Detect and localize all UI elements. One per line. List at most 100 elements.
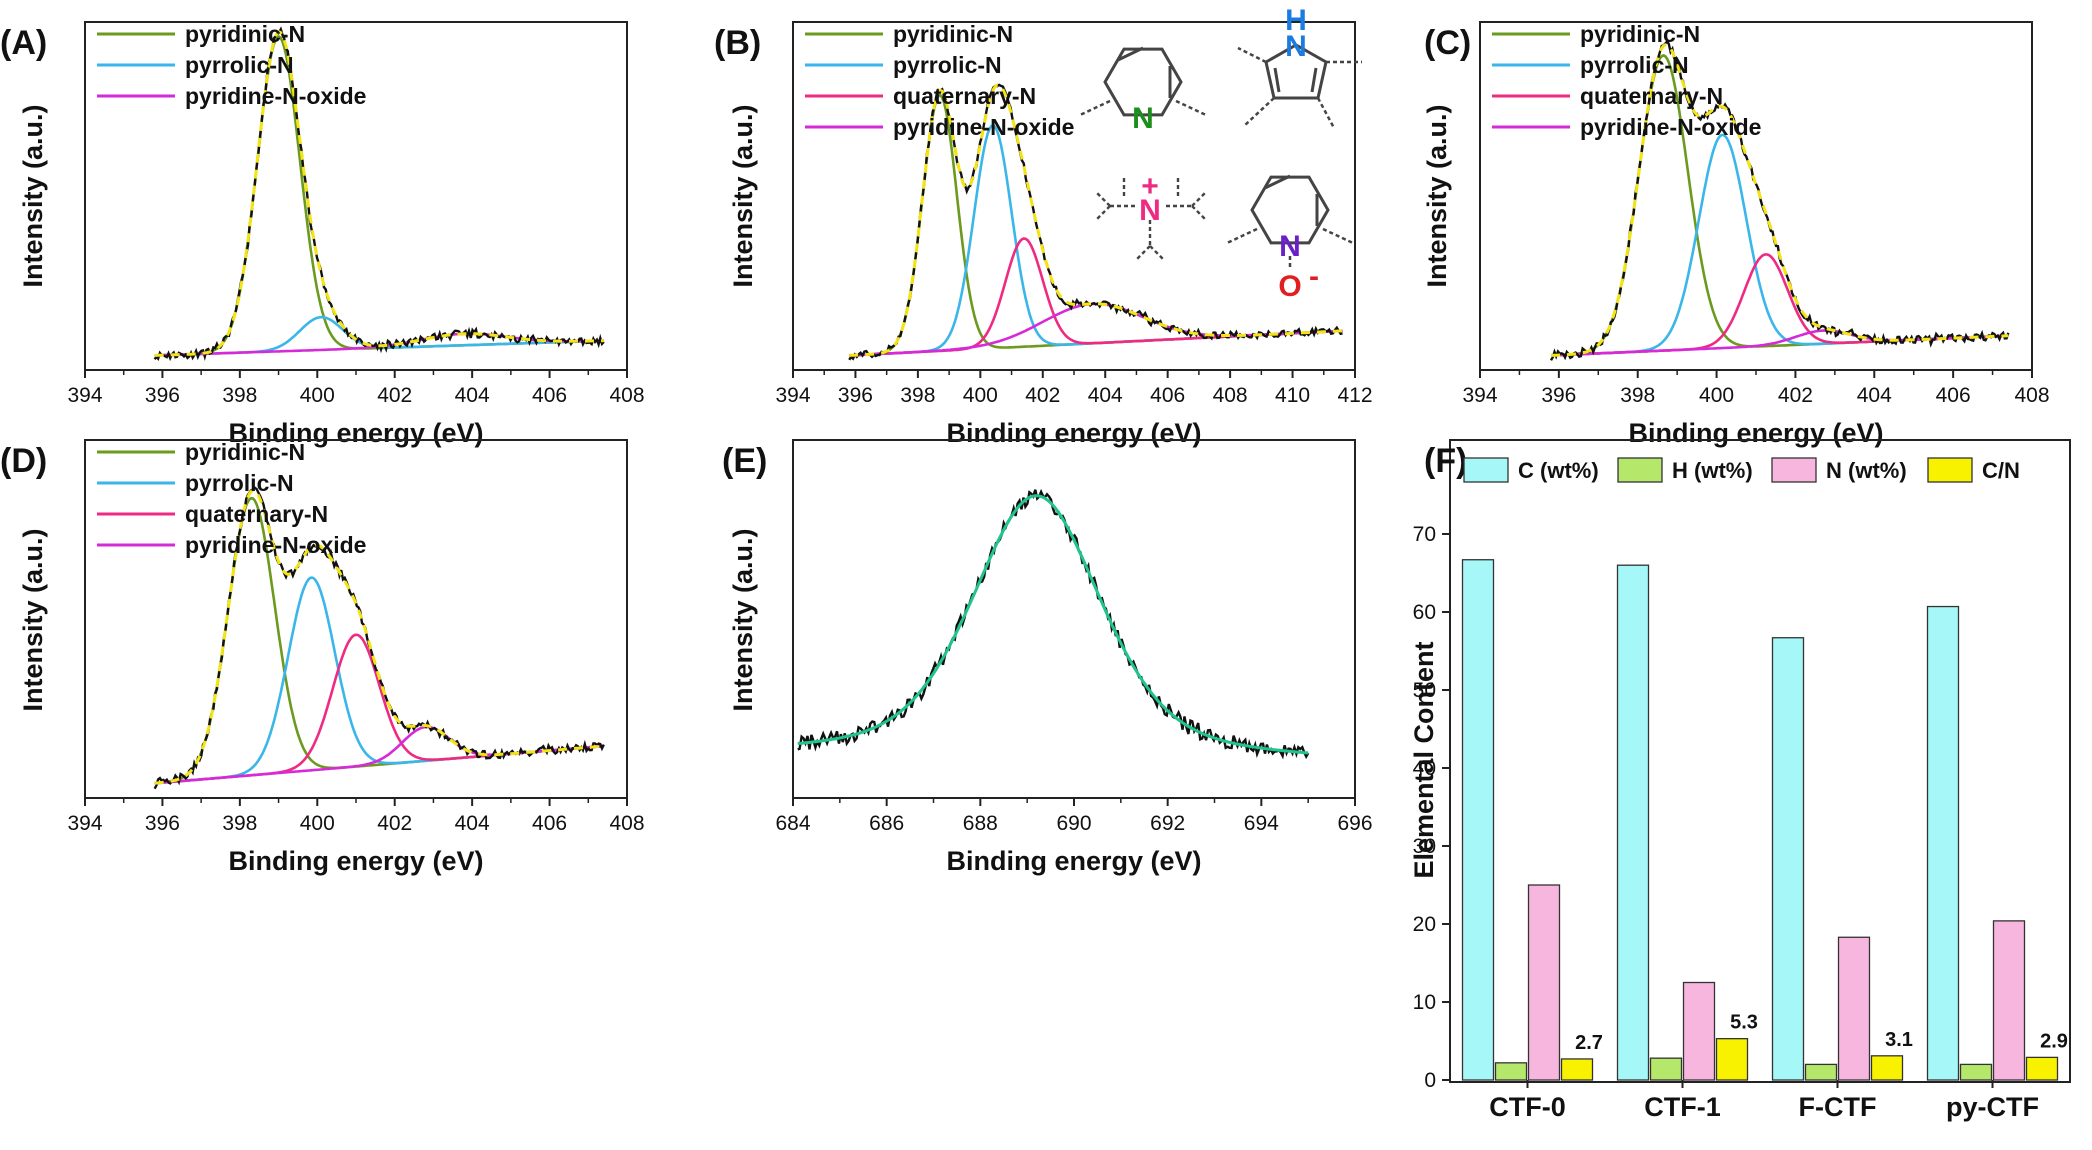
legend-entry: pyrrolic-N (1580, 52, 1689, 78)
n-oxide-substituents (1226, 227, 1354, 270)
y-axis-label: Intensity (a.u.) (1422, 104, 1452, 287)
data-label: 2.7 (1575, 1032, 1603, 1054)
x-tick-label: 406 (532, 384, 567, 407)
y-tick-label: 0 (1424, 1069, 1436, 1092)
y-tick-label: 30 (1413, 835, 1436, 858)
pyridine-ring (1103, 47, 1183, 117)
legend-entry: pyridinic-N (1580, 21, 1700, 47)
y-tick-label: 40 (1413, 757, 1436, 780)
data-label: 2.9 (2040, 1030, 2068, 1052)
x-tick-label: CTF-1 (1644, 1092, 1721, 1122)
legend-swatch (1927, 457, 1973, 483)
pyrrole-h-glyph: H (1285, 4, 1307, 37)
legend: pyridinic-N pyrrolic-N pyridine-N-oxide (97, 21, 366, 109)
x-tick-label: 686 (869, 812, 904, 835)
panel-label: (A) (0, 24, 47, 62)
pyrrole-nh-glyph: N (1285, 30, 1307, 63)
panel-d: 394 396 398 400 402 404 406 408 (D) Binding energ… (0, 439, 645, 876)
legend-entry: pyrrolic-N (185, 52, 294, 78)
n-oxide-o-glyph: O (1278, 270, 1301, 303)
plot-frame (1449, 439, 2071, 1083)
x-tick-label: 684 (775, 812, 810, 835)
x-tick-label: 398 (900, 384, 935, 407)
x-tick-label: 404 (455, 384, 490, 407)
x-axis-label: Binding energy (eV) (946, 418, 1201, 448)
legend-swatch (1463, 457, 1509, 483)
y-tick-label: 60 (1413, 601, 1436, 624)
x-tick-label: CTF-0 (1489, 1092, 1566, 1122)
x-tick-label: 396 (145, 384, 180, 407)
panel-e: 684 686 688 690 692 694 696 (E) Binding energy (… (722, 439, 1373, 876)
raw-spectrum (153, 26, 605, 362)
y-axis-label: Intensity (a.u.) (728, 104, 758, 287)
legend-entry: pyridinic-N (893, 21, 1013, 47)
legend-entry: C/N (1982, 458, 2020, 483)
bar-hwt (1494, 1062, 1528, 1081)
panel-label: (C) (1424, 24, 1471, 62)
legend-entry: quaternary-N (893, 83, 1036, 109)
plot-frame (792, 21, 1356, 371)
n-oxide-n-glyph: N (1279, 230, 1301, 263)
x-tick-label: 396 (838, 384, 873, 407)
legend-entry: pyrrolic-N (185, 470, 294, 496)
bar-cn (2025, 1056, 2059, 1081)
x-tick-label: 402 (1025, 384, 1060, 407)
legend-entry: pyrrolic-N (893, 52, 1002, 78)
pyrrole-ring (1264, 43, 1328, 100)
bar-cwt (1771, 637, 1805, 1081)
data-label: 5.3 (1730, 1012, 1758, 1034)
x-tick-label: 696 (1337, 812, 1372, 835)
x-tick-label: 408 (609, 812, 644, 835)
plot-frame (84, 21, 628, 371)
envelope-fit (154, 488, 604, 785)
x-tick-label: 398 (222, 384, 257, 407)
x-tick-label: 402 (1778, 384, 1813, 407)
bar-nwt (1527, 884, 1561, 1081)
quaternary-bonds (1095, 178, 1207, 261)
legend-entry: pyridinic-N (185, 21, 305, 47)
plot-frame (1479, 21, 2033, 371)
legend-entry: quaternary-N (1580, 83, 1723, 109)
bar-hwt (1649, 1057, 1683, 1081)
pyrrole-substituents (1237, 46, 1362, 129)
quaternary-plus-glyph: + (1141, 170, 1159, 203)
y-axis-label: Elemental Content (1409, 641, 1439, 878)
x-tick-label: 408 (609, 384, 644, 407)
x-tick-label: 404 (455, 812, 490, 835)
x-tick-label: 400 (300, 812, 335, 835)
panel-c: 394 396 398 400 402 404 406 408 (C) Binding energ… (1422, 21, 2050, 448)
plot-frame (792, 439, 1356, 799)
x-tick-label: 408 (1213, 384, 1248, 407)
x-tick-label: 402 (377, 384, 412, 407)
x-tick-label: 394 (67, 384, 102, 407)
bar-nwt (1682, 981, 1716, 1081)
component-pyrrolic-n (154, 315, 604, 357)
component-pyridine-n-oxide (154, 725, 604, 785)
x-tick-label: 412 (1337, 384, 1372, 407)
x-tick-label: 394 (67, 812, 102, 835)
x-tick-label: 400 (300, 384, 335, 407)
pyridine-n-glyph: N (1132, 102, 1154, 135)
bar-hwt (1804, 1063, 1838, 1081)
bar-nwt (1992, 920, 2026, 1081)
x-tick-label: 690 (1056, 812, 1091, 835)
legend: C (wt%) H (wt%) N (wt%) C/N (1463, 457, 2020, 483)
x-axis-label: Binding energy (eV) (946, 846, 1201, 876)
pyridine-double-bonds (1117, 46, 1172, 98)
envelope-fit (1551, 43, 2009, 357)
quaternary-n-glyph: N (1139, 194, 1161, 227)
x-tick-label: F-CTF (1799, 1092, 1877, 1122)
panel-b: 394 396 398 400 402 404 406 408 410 412 (B) Binding… (714, 21, 1373, 448)
bar-cwt (1461, 559, 1495, 1081)
raw-spectrum (797, 488, 1310, 760)
legend-entry: pyridine-N-oxide (185, 532, 366, 558)
y-tick-label: 50 (1413, 679, 1436, 702)
x-tick-label: 400 (963, 384, 998, 407)
bar-cwt (1926, 605, 1960, 1081)
legend-entry: pyridine-N-oxide (1580, 114, 1761, 140)
x-tick-label: 398 (1620, 384, 1655, 407)
x-tick-label: 406 (1936, 384, 1971, 407)
y-tick-label: 10 (1413, 991, 1436, 1014)
envelope-fit (154, 30, 604, 357)
